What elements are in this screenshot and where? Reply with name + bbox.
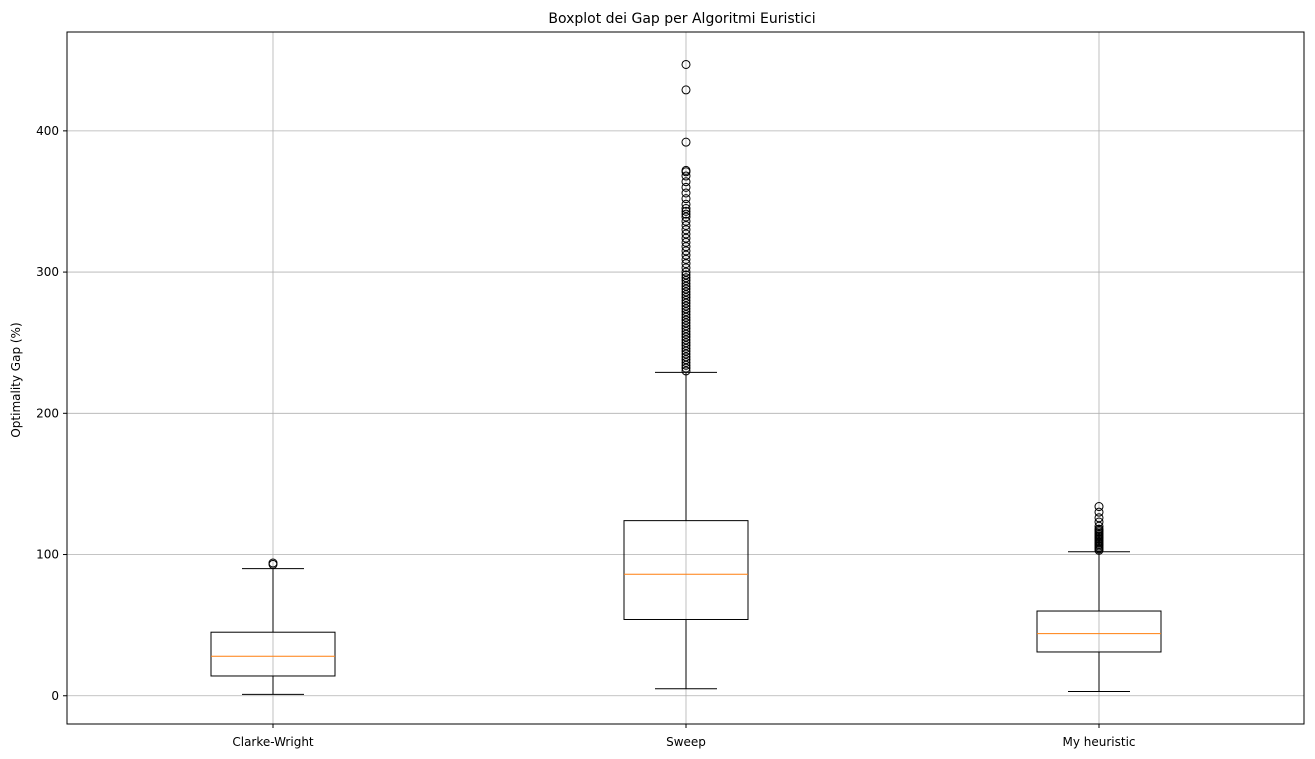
outlier-point	[681, 204, 691, 214]
iqr-box	[210, 631, 336, 677]
y-tick-label: 100	[36, 548, 59, 562]
outlier-point	[681, 270, 691, 280]
outlier-point	[1094, 502, 1104, 512]
outlier-point	[681, 137, 691, 147]
box-group	[623, 59, 749, 690]
y-axis-ticks: 0 100 200 300 400	[36, 124, 67, 703]
x-tick-label: My heuristic	[1062, 735, 1135, 749]
outlier-point	[1094, 524, 1104, 534]
outlier-point	[681, 206, 691, 216]
outlier-point	[681, 177, 691, 187]
x-axis-ticks: Clarke-Wright Sweep My heuristic	[232, 724, 1136, 749]
y-axis-label: Optimality Gap (%)	[9, 322, 23, 437]
outlier-point	[268, 558, 278, 568]
outlier-point	[681, 273, 691, 283]
outlier-point	[681, 165, 691, 175]
plot-frame	[66, 31, 1305, 725]
outlier-point	[681, 216, 691, 226]
outlier-point	[681, 199, 691, 209]
y-tick-label: 200	[36, 406, 59, 420]
outlier-point	[681, 59, 691, 69]
outlier-point	[1094, 507, 1104, 517]
outlier-point	[1094, 513, 1104, 523]
y-tick-label: 400	[36, 124, 59, 138]
iqr-box	[1036, 610, 1162, 653]
iqr-box	[623, 520, 749, 620]
box-group	[210, 558, 336, 695]
outlier-point	[681, 182, 691, 192]
chart-title: Boxplot dei Gap per Algoritmi Euristici	[548, 11, 815, 27]
x-tick-label: Sweep	[666, 735, 706, 749]
outlier-point	[681, 209, 691, 219]
outlier-point	[681, 194, 691, 204]
outlier-point	[681, 171, 691, 181]
boxes	[210, 59, 1162, 695]
y-tick-label: 300	[36, 265, 59, 279]
box-group	[1036, 502, 1162, 693]
y-tick-label: 0	[51, 689, 59, 703]
outlier-point	[681, 188, 691, 198]
x-tick-label: Clarke-Wright	[232, 735, 314, 749]
outlier-point	[1094, 517, 1104, 527]
outlier-point	[681, 85, 691, 95]
